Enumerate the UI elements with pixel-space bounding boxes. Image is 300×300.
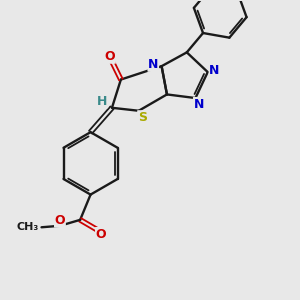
Text: O: O	[96, 228, 106, 241]
Text: N: N	[148, 58, 158, 71]
Text: CH₃: CH₃	[16, 222, 38, 232]
Text: H: H	[97, 95, 108, 108]
Text: N: N	[209, 64, 220, 77]
Text: S: S	[138, 111, 147, 124]
Text: O: O	[55, 214, 65, 227]
Text: O: O	[105, 50, 115, 63]
Text: N: N	[194, 98, 204, 111]
